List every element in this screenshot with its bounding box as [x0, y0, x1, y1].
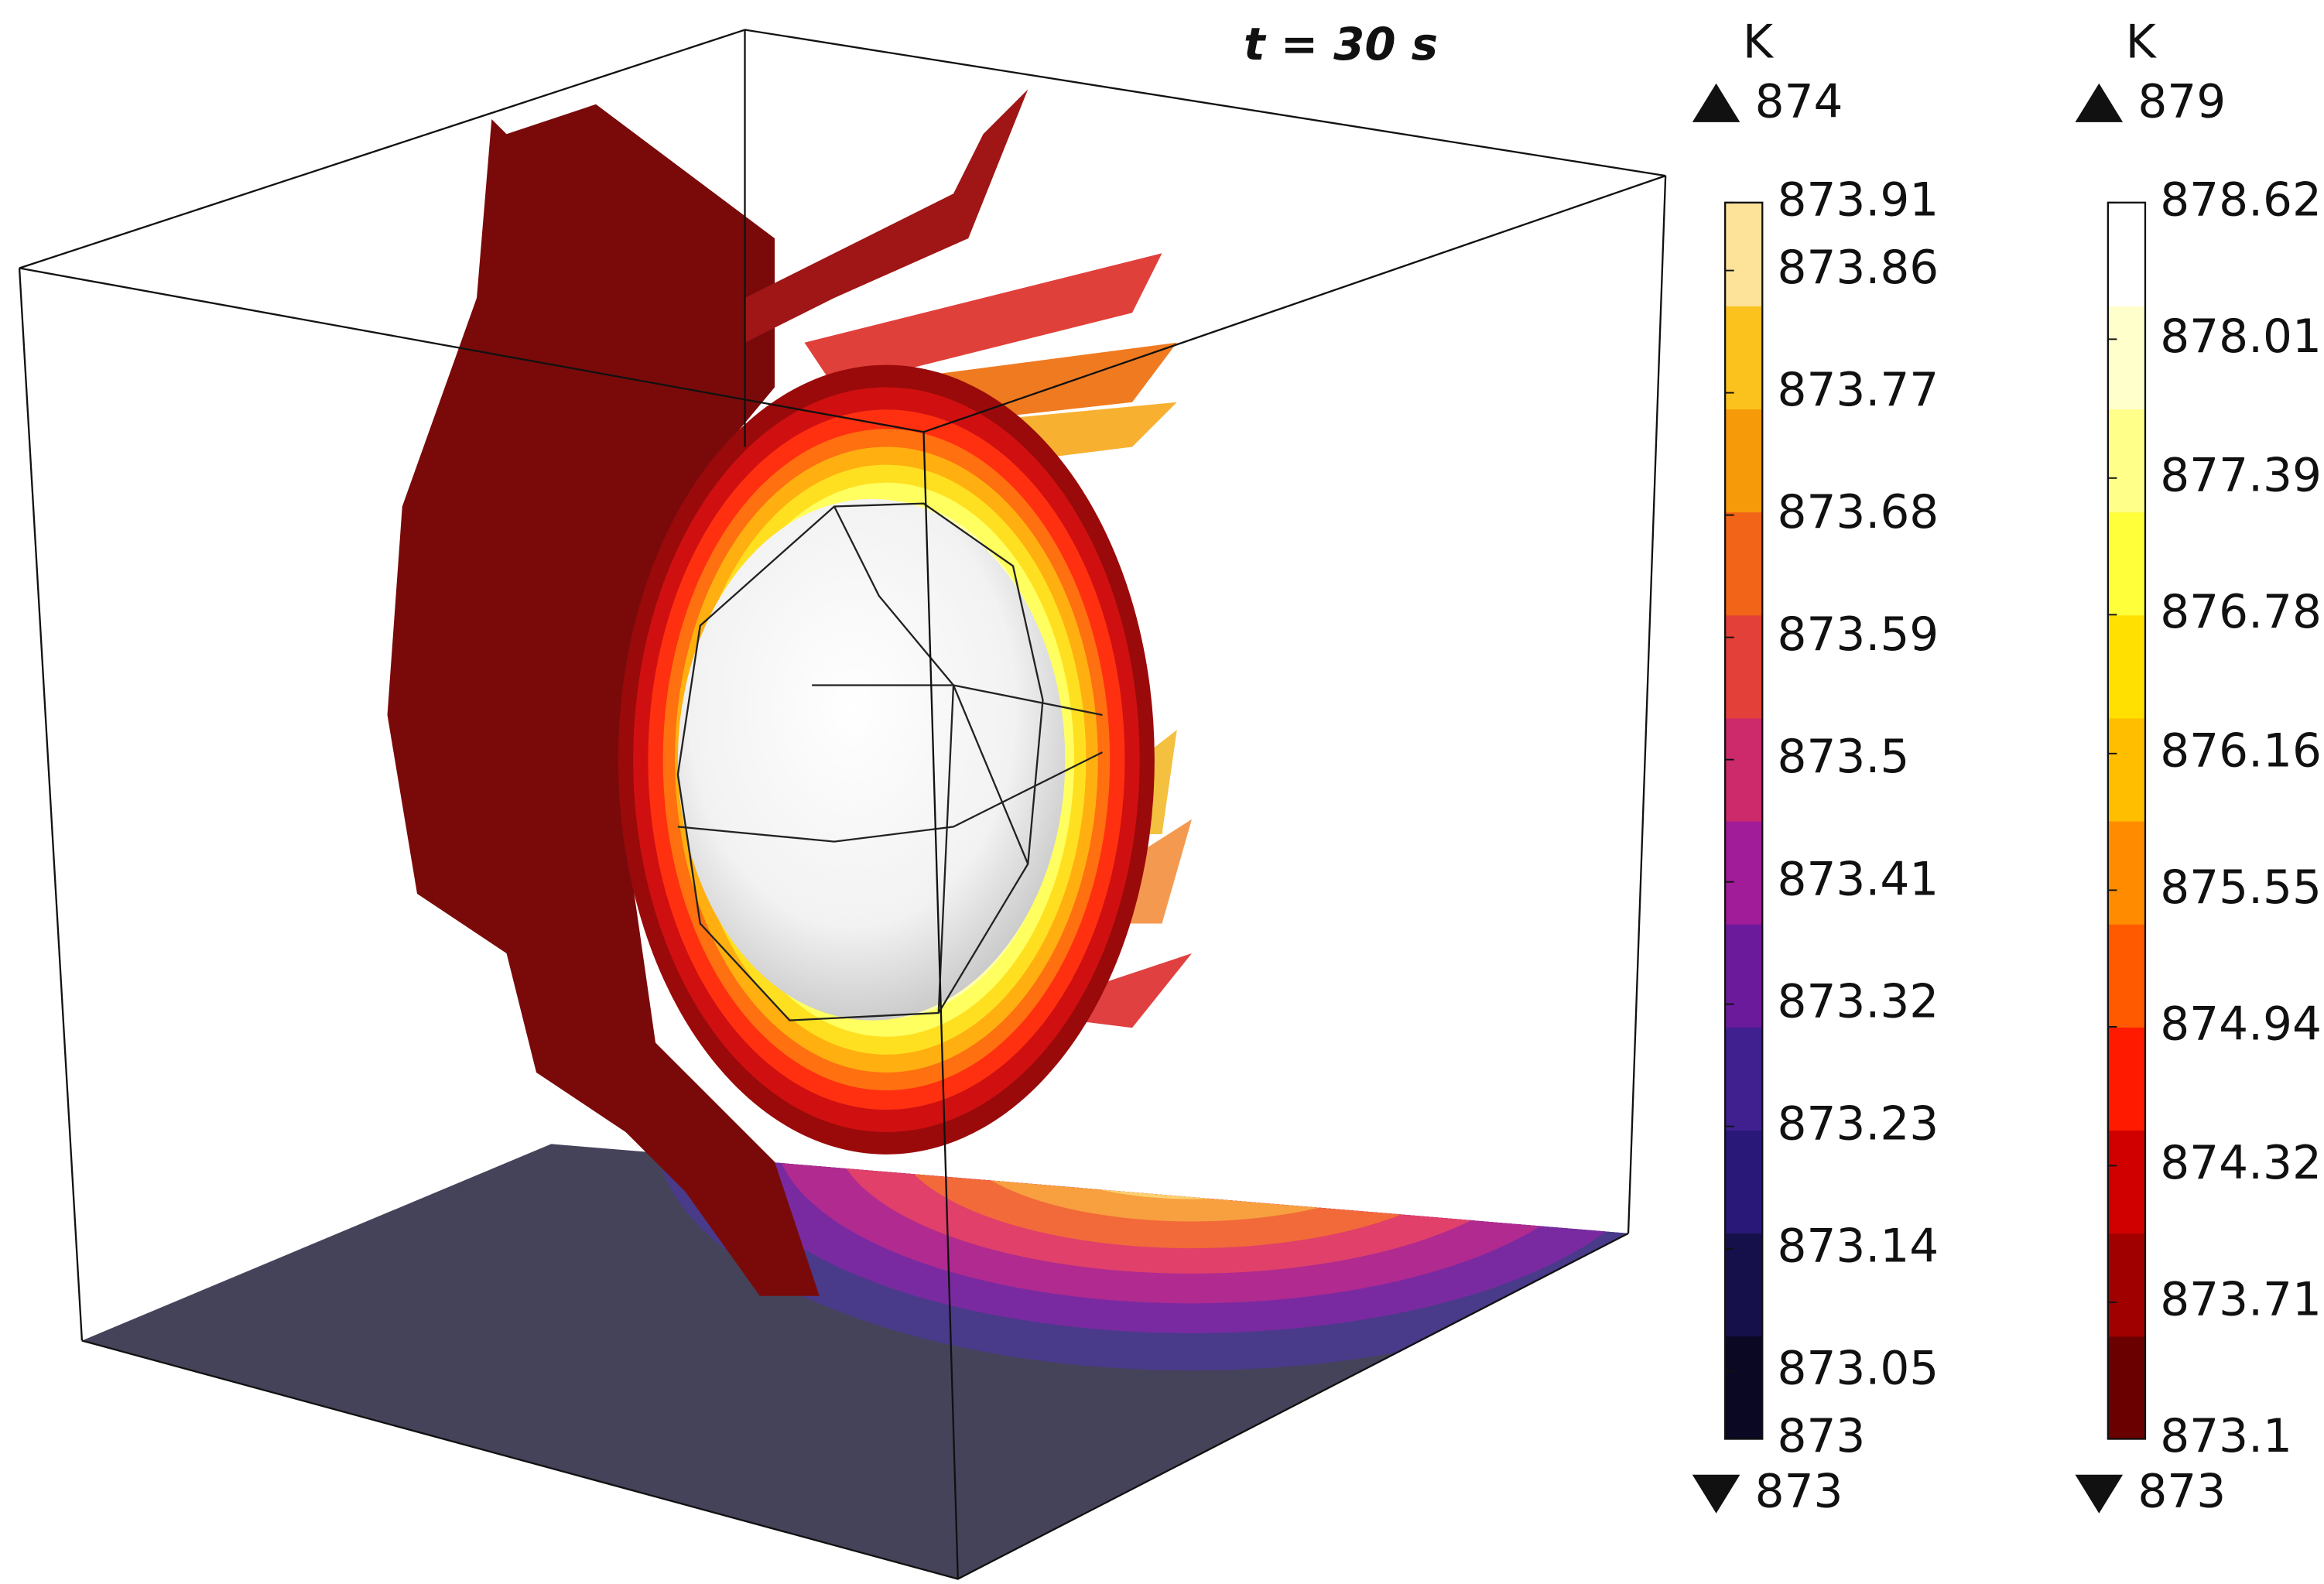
color-band [2107, 409, 2145, 513]
color-band [2107, 305, 2145, 410]
color-band [1725, 409, 1763, 513]
legend-unit: K [2126, 15, 2158, 69]
tick-label: 875.55 [2160, 861, 2322, 915]
tick-label: 873.91 [1778, 173, 1939, 227]
tick-label: 873.32 [1778, 975, 1939, 1028]
legend-max: 874 [1755, 75, 1843, 128]
color-band [1725, 511, 1763, 616]
tick-label: 873.77 [1778, 364, 1939, 417]
tick-label: 873.5 [1778, 730, 1910, 784]
tick-label: 873.05 [1778, 1342, 1939, 1395]
min-marker [1692, 1474, 1740, 1514]
color-band [1725, 717, 1763, 822]
tick-label: 873.71 [2160, 1274, 2322, 1327]
tick-label: 873.41 [1778, 853, 1939, 906]
colorbar-frame [2107, 201, 2147, 1440]
tick-label: 873.1 [2160, 1410, 2292, 1463]
color-band [2107, 820, 2145, 925]
max-marker [1692, 83, 1740, 122]
color-band [1725, 305, 1763, 410]
color-band [2107, 923, 2145, 1028]
color-band [2107, 1026, 2145, 1131]
min-marker [2075, 1474, 2124, 1514]
plume [744, 89, 1029, 343]
sphere-wireframe [676, 502, 1104, 1021]
tick-label: 878.01 [2160, 310, 2322, 364]
color-band [2107, 717, 2145, 822]
fin [804, 253, 1162, 388]
tick-label: 876.78 [2160, 586, 2322, 639]
color-band [2107, 1233, 2145, 1337]
time-label: t = 30 s [1244, 18, 1438, 70]
tick-label: 874.32 [2160, 1137, 2322, 1190]
legend-max: 879 [2137, 75, 2226, 128]
sphere [677, 498, 1066, 1021]
bounding-box [18, 29, 1667, 1580]
tick-label: 876.16 [2160, 724, 2322, 778]
color-band [2107, 1130, 2145, 1234]
color-band [1725, 202, 1763, 306]
color-band [1725, 1233, 1763, 1337]
tick-label: 873.23 [1778, 1097, 1939, 1151]
tick-label: 873 [1778, 1410, 1866, 1463]
color-band [1725, 923, 1763, 1028]
color-band [1725, 1026, 1763, 1131]
color-band [2107, 511, 2145, 616]
color-band [1725, 1336, 1763, 1440]
tick-label: 877.39 [2160, 449, 2322, 502]
max-marker [2075, 83, 2124, 122]
isosurface-outer [387, 104, 820, 1296]
legend-unit: K [1743, 15, 1775, 69]
color-band [2107, 614, 2145, 719]
color-band [2107, 202, 2145, 306]
color-band [1725, 614, 1763, 719]
tick-label: 874.94 [2160, 998, 2322, 1052]
legend-min: 873 [1755, 1465, 1843, 1518]
colorbar-frame [1723, 201, 1764, 1440]
tick-label: 873.86 [1778, 241, 1939, 295]
tick-label: 873.68 [1778, 486, 1939, 539]
scene-3d [18, 29, 1667, 1580]
tick-label: 873.14 [1778, 1220, 1939, 1273]
legend-min: 873 [2137, 1465, 2226, 1518]
tick-label: 878.62 [2160, 173, 2322, 227]
tick-label: 873.59 [1778, 608, 1939, 662]
color-band [1725, 820, 1763, 925]
color-band [1725, 1130, 1763, 1234]
color-band [2107, 1336, 2145, 1440]
